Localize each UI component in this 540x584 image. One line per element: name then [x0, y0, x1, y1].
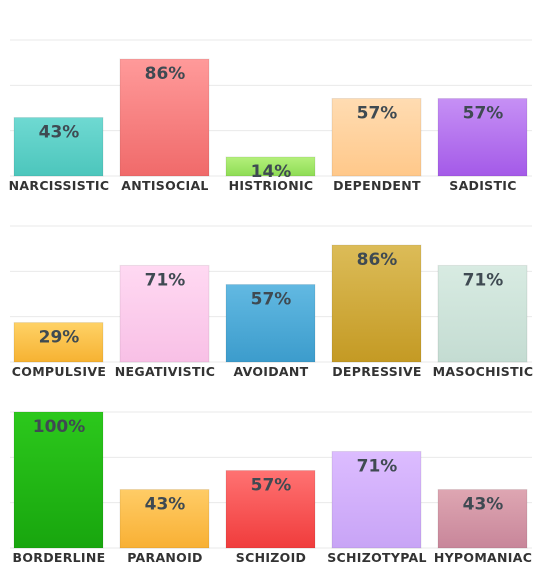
bar-schizoid — [225, 469, 316, 549]
chart-panel-3: 100% BORDERLINE 43% PARANOID 57% SCHIZOID 71% S… — [10, 411, 532, 565]
value-label-hypomaniac: 43% — [463, 495, 504, 515]
chart-panel-1: 43% NARCISSISTIC 86% ANTISOCIAL 14%HISTRIONI… — [9, 39, 532, 193]
value-label-masochistic: 71% — [463, 270, 504, 290]
value-label-compulsive: 29% — [39, 328, 80, 348]
value-label-negativistic: 71% — [145, 270, 186, 290]
category-label-hypomaniac: HYPOMANIAC — [434, 550, 532, 565]
value-label-dependent: 57% — [357, 103, 398, 123]
value-label-antisocial: 86% — [145, 64, 186, 84]
bar-hypomaniac — [437, 489, 528, 549]
bar-avoidant — [225, 283, 316, 363]
bar-sadistic — [437, 97, 528, 177]
category-label-depressive: DEPRESSIVE — [332, 364, 422, 379]
bar-compulsive — [13, 322, 104, 363]
category-label-masochistic: MASOCHISTIC — [433, 364, 534, 379]
bar-dependent — [331, 97, 422, 177]
category-label-narcissistic: NARCISSISTIC — [9, 178, 110, 193]
value-label-depressive: 86% — [357, 250, 398, 270]
category-label-antisocial: ANTISOCIAL — [121, 178, 208, 193]
category-label-schizotypal: SCHIZOTYPAL — [327, 550, 427, 565]
value-label-sadistic: 57% — [463, 103, 504, 123]
bar-depressive — [331, 244, 422, 363]
value-label-schizotypal: 71% — [357, 456, 398, 476]
bar-borderline — [13, 411, 104, 549]
chart-panel-2: 29% COMPULSIVE 71% NEGATIVISTIC 57% AVOIDANT 8… — [10, 225, 534, 379]
bar-negativistic — [119, 264, 210, 363]
value-label-narcissistic: 43% — [39, 123, 80, 143]
bar-narcissistic — [13, 117, 104, 177]
category-label-sadistic: SADISTIC — [449, 178, 516, 193]
category-label-compulsive: COMPULSIVE — [12, 364, 106, 379]
bar-paranoid — [119, 489, 210, 549]
value-label-avoidant: 57% — [251, 289, 292, 309]
value-label-schizoid: 57% — [251, 475, 292, 495]
category-label-dependent: DEPENDENT — [333, 178, 421, 193]
value-label-paranoid: 43% — [145, 495, 186, 515]
category-label-borderline: BORDERLINE — [13, 550, 106, 565]
category-label-schizoid: SCHIZOID — [236, 550, 306, 565]
bar-schizotypal — [331, 450, 422, 549]
value-label-borderline: 100% — [33, 417, 86, 437]
category-label-paranoid: PARANOID — [127, 550, 203, 565]
bar-masochistic — [437, 264, 528, 363]
category-label-histrionic: HISTRIONIC — [229, 178, 314, 193]
value-label-histrionic: 14% — [251, 162, 292, 182]
bar-histrionic — [225, 156, 316, 177]
category-label-negativistic: NEGATIVISTIC — [115, 364, 215, 379]
category-label-avoidant: AVOIDANT — [234, 364, 309, 379]
bar-antisocial — [119, 58, 210, 177]
